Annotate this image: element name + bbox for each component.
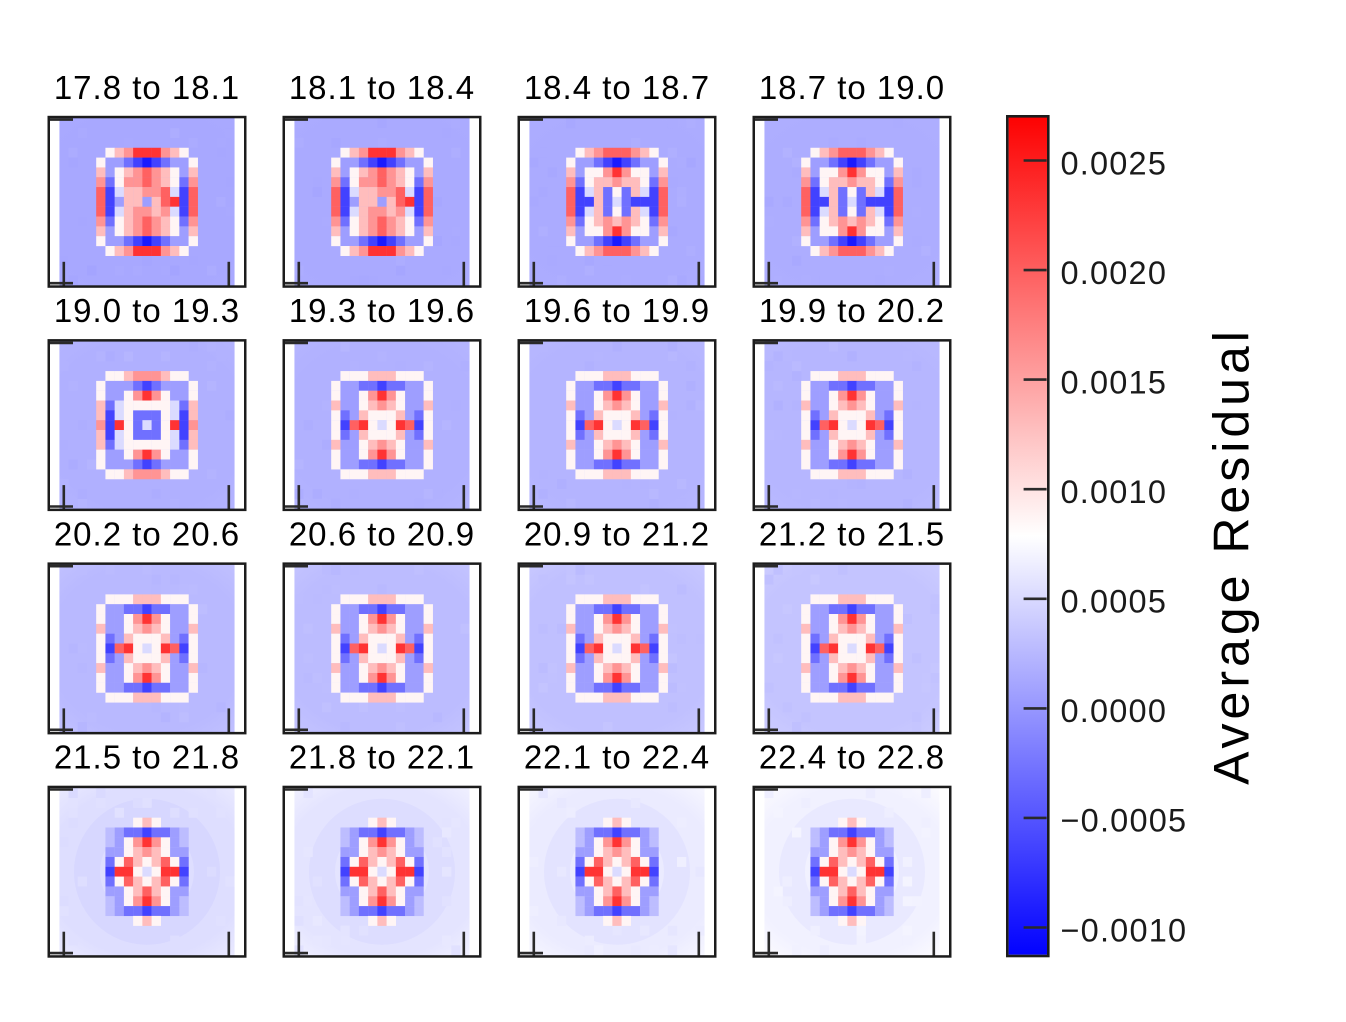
svg-text:18.7 to 19.0: 18.7 to 19.0 [759, 69, 945, 106]
svg-text:0.0020: 0.0020 [1061, 255, 1168, 291]
svg-text:−0.0005: −0.0005 [1061, 803, 1188, 839]
svg-text:−0.0010: −0.0010 [1061, 912, 1188, 948]
svg-text:17.8 to 18.1: 17.8 to 18.1 [54, 69, 240, 106]
svg-text:21.5 to 21.8: 21.5 to 21.8 [54, 739, 240, 776]
svg-text:21.2 to 21.5: 21.2 to 21.5 [759, 515, 945, 552]
svg-text:20.6 to 20.9: 20.6 to 20.9 [289, 515, 475, 552]
svg-text:22.4 to 22.8: 22.4 to 22.8 [759, 739, 945, 776]
svg-text:20.2 to 20.6: 20.2 to 20.6 [54, 515, 240, 552]
svg-text:0.0010: 0.0010 [1061, 474, 1168, 510]
svg-text:19.6 to 19.9: 19.6 to 19.9 [524, 292, 710, 329]
svg-text:0.0025: 0.0025 [1061, 145, 1168, 181]
svg-text:18.4 to 18.7: 18.4 to 18.7 [524, 69, 710, 106]
svg-text:19.9 to 20.2: 19.9 to 20.2 [759, 292, 945, 329]
svg-text:19.0 to 19.3: 19.0 to 19.3 [54, 292, 240, 329]
svg-text:20.9 to 21.2: 20.9 to 21.2 [524, 515, 710, 552]
svg-text:0.0000: 0.0000 [1061, 693, 1168, 729]
svg-text:18.1 to 18.4: 18.1 to 18.4 [289, 69, 475, 106]
svg-text:0.0015: 0.0015 [1061, 364, 1168, 400]
svg-text:19.3 to 19.6: 19.3 to 19.6 [289, 292, 475, 329]
svg-text:Average Residual: Average Residual [1204, 327, 1260, 785]
svg-text:21.8 to 22.1: 21.8 to 22.1 [289, 739, 475, 776]
svg-text:22.1 to 22.4: 22.1 to 22.4 [524, 739, 710, 776]
svg-text:0.0005: 0.0005 [1061, 584, 1168, 620]
